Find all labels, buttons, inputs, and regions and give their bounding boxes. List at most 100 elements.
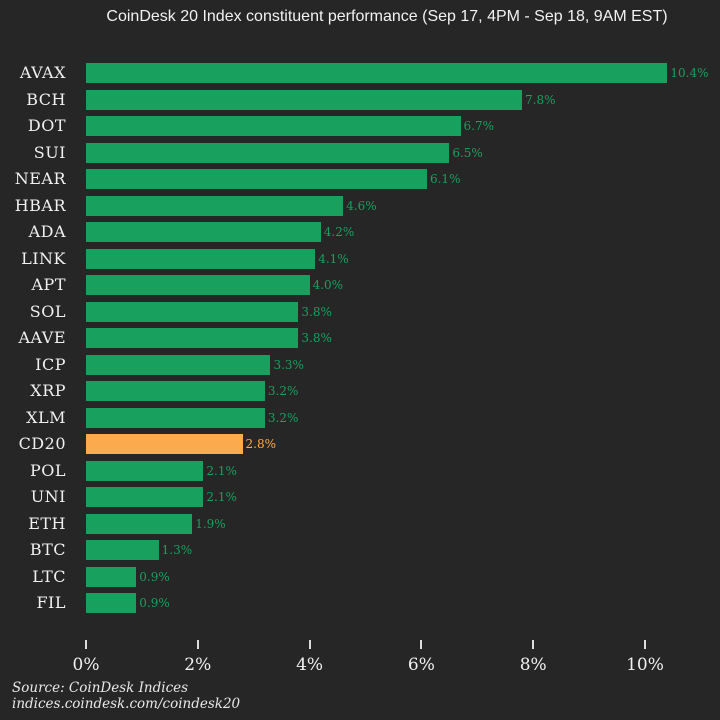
bar-row-bch: BCH 7.8% [0,89,720,110]
bar-row-icp: ICP 3.3% [0,354,720,375]
value-label-fil: 0.9% [139,596,170,610]
bar-uni [86,487,204,507]
bar-row-fil: FIL 0.9% [0,593,720,613]
bar-fil [86,593,137,613]
bar-row-avax: AVAX 10.4% [0,63,720,83]
x-tick-label: 2% [184,655,212,675]
bar-ada [86,222,321,242]
value-label-uni: 2.1% [206,490,237,504]
category-label-apt: APT [31,275,66,294]
category-label-sol: SOL [29,301,66,321]
x-tick-mark [644,640,646,649]
bar-row-link: LINK 4.1% [0,248,720,269]
bar-row-eth: ETH 1.9% [0,513,720,534]
source-url-line: indices.coindesk.com/coindesk20 [12,695,241,712]
category-label-bch: BCH [26,89,66,109]
category-label-xlm: XLM [26,407,66,427]
x-tick-mark [196,640,199,649]
category-label-near: NEAR [14,169,66,188]
category-label-sui: SUI [33,142,66,162]
bar-row-ada: ADA 4.2% [0,222,720,242]
category-label-eth: ETH [28,513,66,533]
x-tick-label: 10% [626,655,664,675]
value-label-cd20: 2.8% [245,437,277,451]
bar-aave [86,328,299,348]
bar-row-xlm: XLM 3.2% [0,407,720,428]
bar-row-cd20: CD20 2.8% [0,434,720,454]
value-label-ltc: 0.9% [139,569,170,584]
category-label-fil: FIL [36,593,66,612]
value-label-sol: 3.8% [301,304,332,319]
chart-title: CoinDesk 20 Index constituent performanc… [106,8,668,25]
value-label-apt: 4.0% [312,278,344,292]
category-label-xrp: XRP [30,381,66,400]
category-label-aave: AAVE [18,328,66,347]
category-label-hbar: HBAR [14,195,66,215]
x-tick-mark [85,640,87,649]
value-label-icp: 3.3% [273,357,304,372]
category-label-ltc: LTC [32,566,66,586]
bar-sui [86,142,450,163]
bar-row-btc: BTC 1.3% [0,540,720,560]
category-label-btc: BTC [29,540,66,559]
bar-sol [86,301,299,322]
x-tick-label: 6% [407,655,435,675]
value-label-eth: 1.9% [195,516,226,531]
bar-cd20 [86,434,243,454]
bar-plot-area: AVAX 10.4% BCH 7.8% DOT 6.7% SUI 6.5% NEAR 6.1% HB… [0,63,720,620]
x-axis: 0% 2% 4% 6% 8% 10% [0,640,720,690]
category-label-ada: ADA [28,222,66,241]
bar-avax [86,63,668,83]
value-label-sui: 6.5% [452,145,483,160]
value-label-near: 6.1% [429,172,461,186]
category-label-pol: POL [29,460,66,480]
bar-row-aave: AAVE 3.8% [0,328,720,348]
bar-row-hbar: HBAR 4.6% [0,195,720,216]
value-label-avax: 10.4% [670,66,709,80]
bar-row-ltc: LTC 0.9% [0,566,720,587]
bar-row-near: NEAR 6.1% [0,169,720,189]
category-label-uni: UNI [30,487,66,506]
bar-xlm [86,407,265,428]
category-label-cd20: CD20 [18,434,66,453]
bar-dot [86,116,461,136]
category-label-icp: ICP [35,354,66,374]
bar-row-sui: SUI 6.5% [0,142,720,163]
value-label-dot: 6.7% [463,119,495,133]
bar-row-uni: UNI 2.1% [0,487,720,507]
bar-apt [86,275,310,295]
category-label-link: LINK [21,248,66,268]
bar-eth [86,513,193,534]
value-label-xlm: 3.2% [267,410,299,425]
x-tick-label: 8% [519,655,547,675]
value-label-hbar: 4.6% [346,198,377,213]
bar-near [86,169,427,189]
source-line: Source: CoinDesk Indices [12,680,189,696]
value-label-aave: 3.8% [301,331,332,345]
bar-link [86,248,316,269]
bar-row-xrp: XRP 3.2% [0,381,720,401]
bar-row-apt: APT 4.0% [0,275,720,295]
bar-icp [86,354,271,375]
bar-row-dot: DOT 6.7% [0,116,720,136]
x-tick-mark [420,640,423,649]
bar-row-sol: SOL 3.8% [0,301,720,322]
bar-bch [86,89,523,110]
category-label-dot: DOT [27,116,66,135]
bar-row-pol: POL 2.1% [0,460,720,481]
value-label-ada: 4.2% [323,225,355,239]
x-tick-mark [308,640,311,649]
x-tick-label: 0% [72,655,100,675]
bar-pol [86,460,204,481]
x-tick-mark [532,640,535,649]
bar-xrp [86,381,265,401]
source-note: Source: CoinDesk Indices indices.coindes… [12,680,241,712]
value-label-pol: 2.1% [206,463,237,478]
bar-hbar [86,195,344,216]
value-label-link: 4.1% [318,251,349,266]
value-label-xrp: 3.2% [267,384,299,398]
x-tick-label: 4% [296,655,324,675]
value-label-bch: 7.8% [525,92,556,107]
category-label-avax: AVAX [19,63,66,82]
